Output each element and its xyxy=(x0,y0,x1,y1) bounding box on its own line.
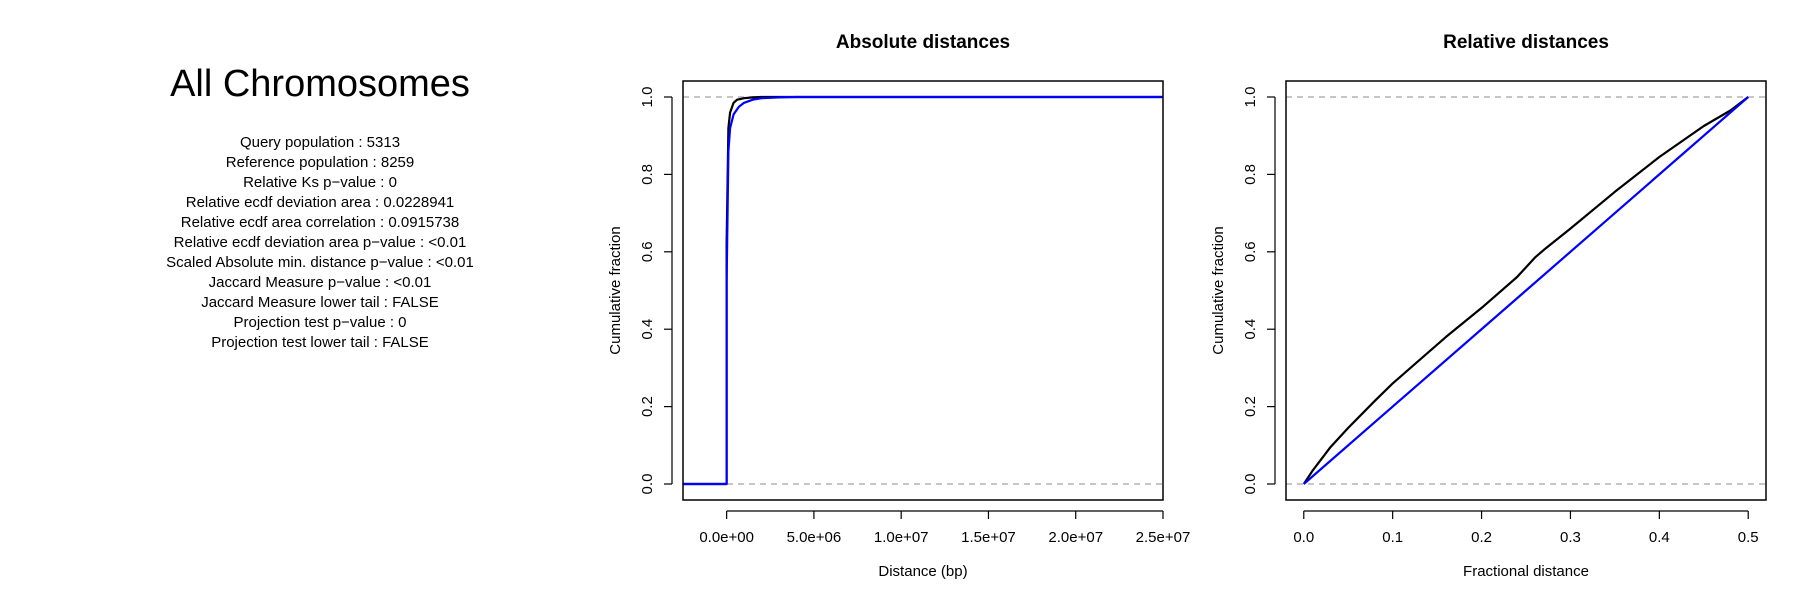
series-line xyxy=(683,95,1163,486)
x-tick-label: 0.2 xyxy=(1471,529,1492,546)
x-tick-label: 0.0e+00 xyxy=(699,529,754,546)
x-tick-label: 0.0 xyxy=(1293,529,1314,546)
y-tick-label: 0.6 xyxy=(639,241,656,262)
x-tick-label: 0.3 xyxy=(1560,529,1581,546)
x-axis-label: Fractional distance xyxy=(1463,563,1589,580)
y-axis-label: Cumulative fraction xyxy=(1210,226,1227,354)
x-tick-label: 1.5e+07 xyxy=(961,529,1016,546)
y-tick-label: 0.2 xyxy=(1242,396,1259,417)
stat-line: Jaccard Measure p−value : <0.01 xyxy=(208,274,432,291)
stat-line: Projection test p−value : 0 xyxy=(233,314,407,331)
chart-panel: Absolute distances 0.0e+00 5.0e+06 1.0e+07 1… xyxy=(607,32,1190,580)
stat-line: Relative ecdf deviation area : 0.0228941 xyxy=(185,194,455,211)
stat-line: Relative Ks p−value : 0 xyxy=(243,174,397,191)
x-axis-label: Distance (bp) xyxy=(878,563,967,580)
y-tick-label: 0.2 xyxy=(639,396,656,417)
x-tick-label: 0.5 xyxy=(1738,529,1759,546)
y-tick-label: 0.6 xyxy=(1242,241,1259,262)
y-tick-label: 0.4 xyxy=(1242,319,1259,340)
y-tick-label: 0.8 xyxy=(1242,164,1259,185)
chart-title: Relative distances xyxy=(1443,32,1609,53)
x-tick-label: 2.0e+07 xyxy=(1048,529,1103,546)
stats-panel: All Chromosomes Query population : 5313 R… xyxy=(60,55,580,353)
stats-list: Query population : 5313 Reference populat… xyxy=(60,133,580,353)
stat-line: Reference population : 8259 xyxy=(225,154,415,171)
stat-line: Jaccard Measure lower tail : FALSE xyxy=(201,294,439,311)
y-tick-label: 0.0 xyxy=(1242,474,1259,495)
x-tick-label: 2.5e+07 xyxy=(1136,529,1191,546)
stat-line: Query population : 5313 xyxy=(239,134,401,151)
stat-line: Scaled Absolute min. distance p−value : … xyxy=(166,254,474,271)
y-tick-label: 0.0 xyxy=(639,474,656,495)
y-tick-label: 0.4 xyxy=(639,319,656,340)
chart-title: Absolute distances xyxy=(836,32,1010,53)
y-tick-label: 1.0 xyxy=(1242,87,1259,108)
series-line xyxy=(683,95,1163,486)
y-axis-label: Cumulative fraction xyxy=(607,226,624,354)
stat-line: Projection test lower tail : FALSE xyxy=(211,334,429,351)
chart-panel: Relative distances 0.0 0.1 0.2 0.3 0.4 0.5 0.0 0… xyxy=(1210,32,1767,580)
series-line xyxy=(1303,96,1749,485)
plot-frame xyxy=(1285,80,1767,501)
series-line xyxy=(1302,96,1749,485)
stat-line: Relative ecdf deviation area p−value : <… xyxy=(173,234,467,251)
y-tick-label: 0.8 xyxy=(639,164,656,185)
x-tick-label: 1.0e+07 xyxy=(874,529,929,546)
stat-line: Relative ecdf area correlation : 0.09157… xyxy=(180,214,460,231)
y-tick-label: 1.0 xyxy=(639,87,656,108)
page-title: All Chromosomes xyxy=(170,63,470,105)
x-tick-label: 0.4 xyxy=(1649,529,1670,546)
plot-frame xyxy=(682,80,1164,501)
x-tick-label: 5.0e+06 xyxy=(787,529,842,546)
x-tick-label: 0.1 xyxy=(1382,529,1403,546)
